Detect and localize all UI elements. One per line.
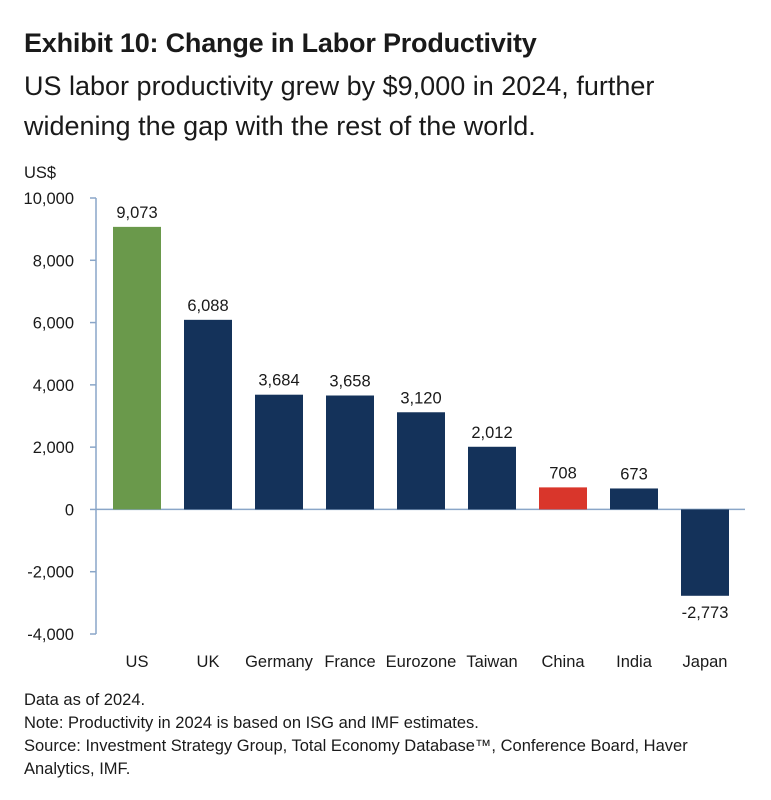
data-label: 673: [620, 465, 648, 483]
chart-subtitle: US labor productivity grew by $9,000 in …: [24, 71, 655, 141]
data-date-note: Data as of 2024.: [24, 691, 146, 709]
data-label: 708: [549, 464, 577, 482]
bar-taiwan: [468, 446, 516, 510]
y-tick-label: -2,000: [27, 564, 74, 582]
y-tick-label: -4,000: [27, 626, 74, 644]
bar-chart: US$ -4,000 -2,000 0 2,000 4,000 6,000 8,000 10,0…: [24, 164, 745, 671]
y-tick-label: 2,000: [33, 439, 74, 457]
data-label: 6,088: [187, 297, 228, 315]
x-tick-label: Eurozone: [386, 653, 457, 671]
data-label: 3,120: [400, 389, 441, 407]
x-tick-label: Japan: [683, 653, 728, 671]
bar-germany: [255, 394, 303, 510]
chart-notes: Data as of 2024. Note: Productivity in 2…: [24, 689, 759, 781]
x-tick-label: France: [324, 653, 375, 671]
y-tick-label: 0: [65, 501, 74, 519]
bar-france: [326, 395, 374, 510]
data-label: 2,012: [471, 424, 512, 442]
y-tick-label: 10,000: [24, 190, 74, 208]
y-axis-label: US$: [24, 164, 56, 182]
x-tick-label: China: [541, 653, 585, 671]
x-tick-label: US: [126, 653, 149, 671]
x-tick-label: UK: [197, 653, 220, 671]
x-tick-label: India: [616, 653, 653, 671]
data-label: -2,773: [682, 604, 729, 622]
y-tick-label: 4,000: [33, 377, 74, 395]
bar-china: [539, 487, 587, 510]
methodology-note: Note: Productivity in 2024 is based on I…: [24, 714, 479, 732]
bar-india: [610, 488, 658, 510]
data-label: 3,658: [329, 373, 370, 391]
x-tick-label: Germany: [245, 653, 314, 671]
y-tick-label: 6,000: [33, 315, 74, 333]
y-tick-label: 8,000: [33, 252, 74, 270]
bar-japan: [681, 509, 729, 596]
bar-eurozone: [397, 412, 445, 510]
data-label: 3,684: [258, 372, 299, 390]
data-label: 9,073: [116, 204, 157, 222]
bar-uk: [184, 319, 232, 510]
source-note: Source: Investment Strategy Group, Total…: [24, 737, 688, 778]
x-tick-label: Taiwan: [466, 653, 517, 671]
chart-title: Exhibit 10: Change in Labor Productivity: [24, 28, 537, 58]
bar-us: [113, 226, 161, 510]
